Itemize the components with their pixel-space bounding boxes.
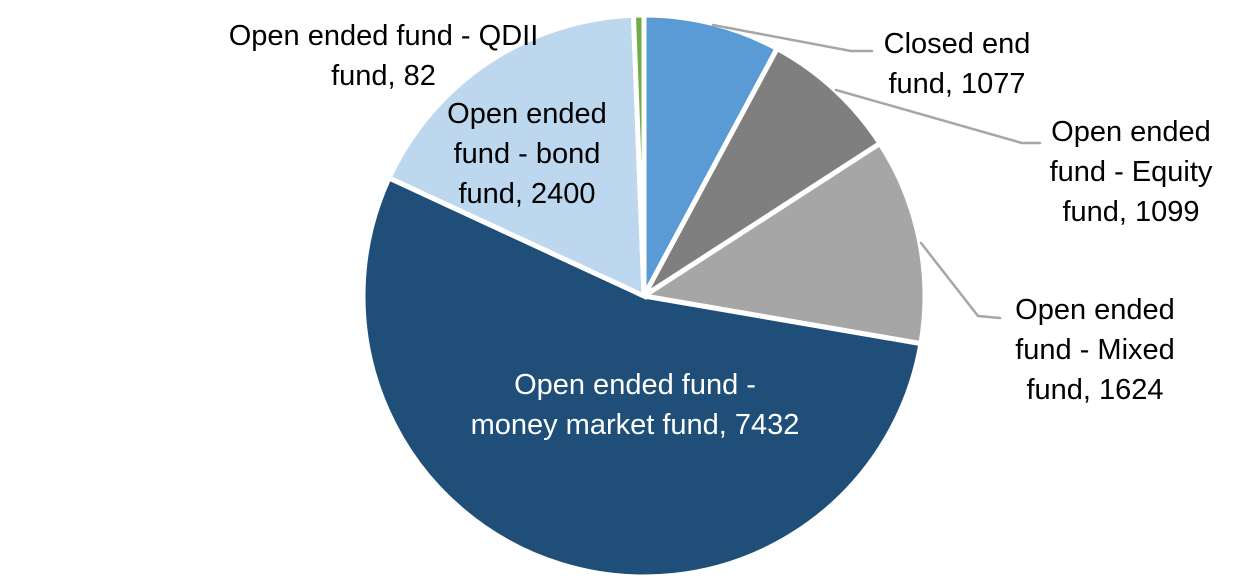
leader-line-closed-end	[711, 23, 874, 53]
pie-slice-equity	[641, 45, 884, 299]
pie-slice-qdii	[630, 12, 647, 297]
data-label-equity-fund: Open ended fund - Equity fund, 1099	[1049, 116, 1213, 228]
data-label-closed-end-fund: Closed end fund, 1077	[883, 28, 1031, 100]
pie-slice-bond	[385, 12, 647, 300]
pie-slices	[360, 12, 928, 580]
pie-slice-closed-end	[641, 12, 781, 298]
leader-line-mixed	[919, 241, 1002, 320]
data-label-mixed-fund: Open ended fund - Mixed fund, 1624	[1015, 294, 1175, 406]
data-label-bond-fund: Open ended fund - bond fund, 2400	[447, 98, 607, 210]
leader-lines	[711, 23, 1042, 320]
leader-line-equity	[834, 88, 1042, 145]
pie-slice-mixed	[637, 140, 928, 347]
data-label-qdii-fund: Open ended fund - QDII fund, 82	[228, 20, 539, 92]
pie-slice-money-market	[360, 174, 924, 580]
data-label-money-market-fund: Open ended fund - money market fund, 743…	[470, 369, 800, 441]
